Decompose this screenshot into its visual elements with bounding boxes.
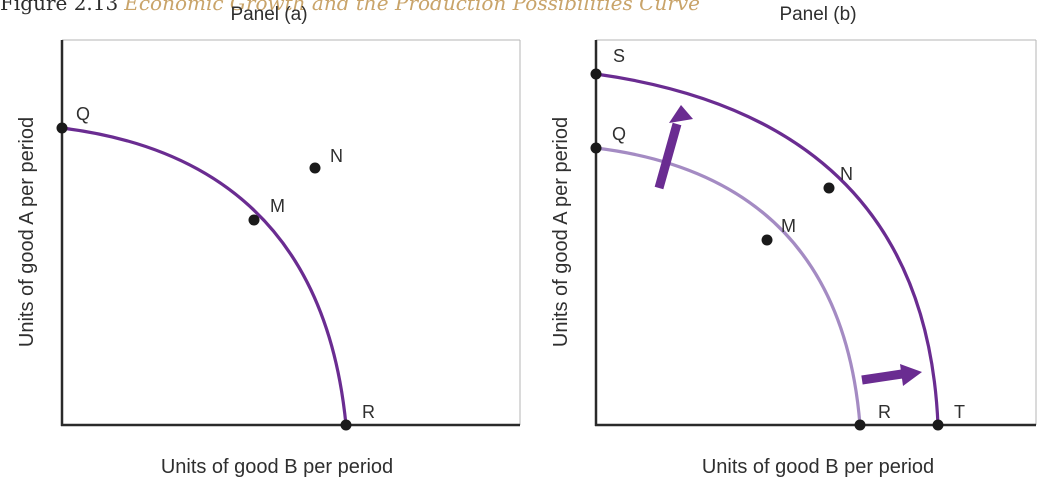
panel-b-up-arrow-head bbox=[669, 105, 693, 123]
panel-b-label-t: T bbox=[954, 402, 965, 422]
panel-b-original-ppc-curve bbox=[595, 146, 862, 426]
panel-a-x-axis-label: Units of good B per period bbox=[161, 456, 393, 478]
figure-number: Figure 2.13 bbox=[0, 0, 119, 15]
panel-a-label-q: Q bbox=[76, 104, 90, 124]
panel-a-point-q bbox=[56, 122, 68, 134]
panel-a-label-r: R bbox=[362, 402, 375, 422]
panel-b-point-m bbox=[761, 234, 773, 246]
panel-a-ppc-curve bbox=[61, 126, 348, 426]
panel-a-title: Panel (a) bbox=[230, 4, 307, 25]
panel-b-right-arrow-head bbox=[900, 364, 922, 386]
panel-b-point-t bbox=[932, 419, 944, 431]
panel-b-point-s bbox=[590, 68, 602, 80]
panel-a-label-n: N bbox=[330, 146, 343, 166]
panel-b-x-axis-label: Units of good B per period bbox=[702, 456, 934, 478]
panel-b-point-r bbox=[854, 419, 866, 431]
panel-b-label-s: S bbox=[613, 46, 625, 66]
panel-a: Panel (a) Q M N R Units of good B per pe… bbox=[16, 4, 521, 478]
panel-b-up-arrow bbox=[654, 105, 693, 190]
panel-a-label-m: M bbox=[270, 196, 285, 216]
panel-b-label-q: Q bbox=[612, 124, 626, 144]
panel-b-label-r: R bbox=[878, 402, 891, 422]
panel-b-y-axis-label: Units of good A per period bbox=[550, 117, 572, 347]
figure-title: Economic Growth and the Production Possi… bbox=[124, 0, 701, 15]
figure-caption: Figure 2.13 Economic Growth and the Produ… bbox=[0, 0, 700, 14]
panel-a-point-m bbox=[248, 214, 260, 226]
panel-b-label-n: N bbox=[840, 164, 853, 184]
panel-b: Panel (b) S Q N M R T bbox=[550, 4, 1037, 478]
panel-b-right-arrow-shaft bbox=[861, 369, 903, 385]
panel-b-point-q bbox=[590, 142, 602, 154]
panel-b-label-m: M bbox=[781, 216, 796, 236]
panel-b-title: Panel (b) bbox=[779, 4, 856, 25]
panel-a-y-axis-label: Units of good A per period bbox=[16, 117, 38, 347]
panel-a-point-n bbox=[309, 162, 321, 174]
panel-b-up-arrow-shaft bbox=[654, 122, 682, 190]
panel-b-point-n bbox=[823, 182, 835, 194]
panel-b-right-arrow bbox=[861, 364, 922, 386]
panel-b-shifted-ppc-curve bbox=[595, 72, 940, 426]
panel-a-point-r bbox=[340, 419, 352, 431]
